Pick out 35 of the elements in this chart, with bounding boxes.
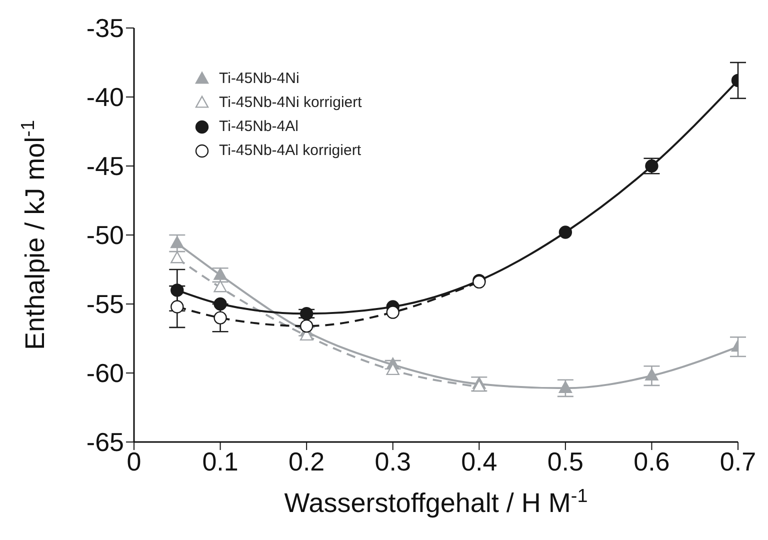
y-tick-label: -65 bbox=[86, 427, 124, 458]
x-tick-label: 0.5 bbox=[547, 446, 584, 476]
point bbox=[170, 251, 184, 264]
point bbox=[558, 380, 572, 393]
legend-label: Ti-45Nb-4Ni korrigiert bbox=[219, 94, 362, 110]
x-tick-label: 0.4 bbox=[461, 446, 498, 476]
point bbox=[214, 268, 227, 280]
y-tick-label: -60 bbox=[86, 358, 124, 388]
x-tick-label: 0 bbox=[126, 446, 142, 476]
point bbox=[170, 284, 184, 297]
y-tick-label: -50 bbox=[86, 220, 124, 250]
y-tick-label: -45 bbox=[86, 151, 124, 182]
point bbox=[472, 380, 486, 392]
point bbox=[645, 368, 658, 381]
point bbox=[558, 226, 572, 239]
point bbox=[214, 311, 227, 324]
legend-label: Ti-45Nb-4Al korrigiert bbox=[219, 142, 361, 158]
x-axis-title: Wasserstoffgehalt / H M$^{-1}$ bbox=[284, 486, 588, 518]
y-tick-label: -35 bbox=[86, 13, 124, 44]
point bbox=[300, 319, 314, 333]
point bbox=[170, 300, 184, 314]
x-tick-label: 0.1 bbox=[202, 446, 238, 476]
point bbox=[214, 297, 227, 311]
x-tick-label: 0.6 bbox=[634, 446, 670, 476]
point bbox=[214, 280, 227, 292]
x-tick-label: 0.2 bbox=[288, 446, 325, 476]
point bbox=[386, 306, 400, 319]
point bbox=[386, 363, 400, 376]
x-tick-label: 0.3 bbox=[374, 446, 411, 476]
y-tick-label: -40 bbox=[86, 82, 124, 112]
legend-label: Ti-45Nb-4Al bbox=[219, 118, 298, 134]
point bbox=[170, 236, 184, 248]
x-tick-label: 0.7 bbox=[720, 446, 756, 476]
y-tick-label: -55 bbox=[86, 289, 124, 320]
legend-label: Ti-45Nb-4Ni bbox=[219, 70, 300, 86]
